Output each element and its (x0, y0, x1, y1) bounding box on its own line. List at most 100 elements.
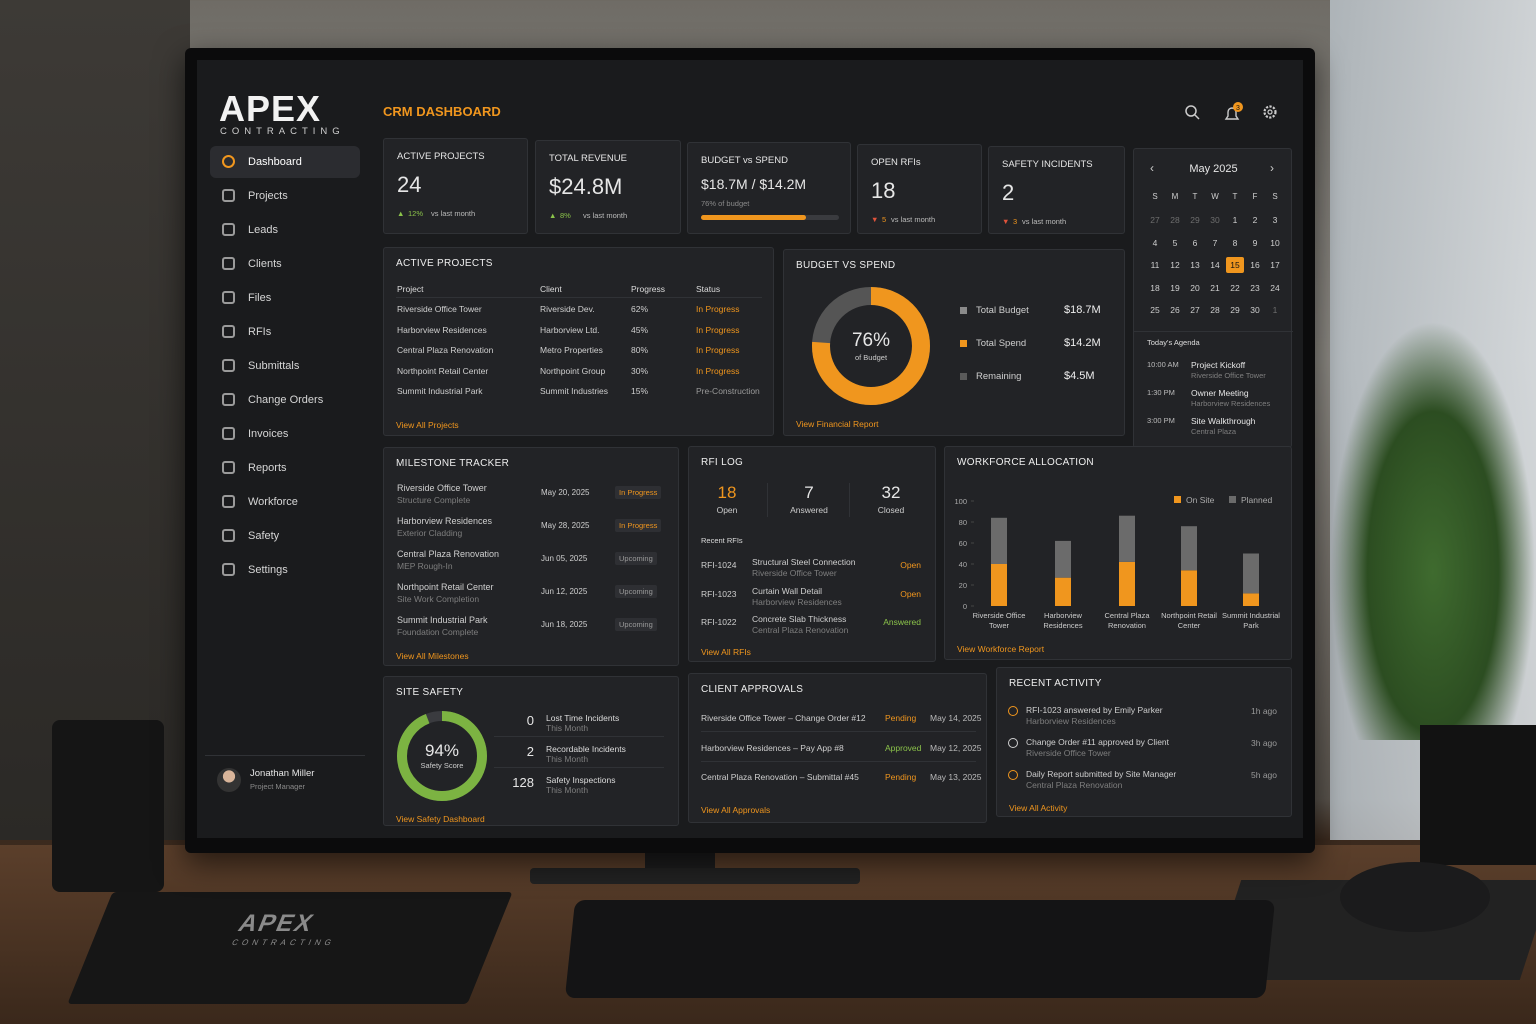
divider (396, 297, 762, 298)
nav-item[interactable]: Invoices (210, 418, 360, 450)
approval-date: May 14, 2025 (930, 713, 982, 723)
calendar-day[interactable]: 24 (1270, 282, 1280, 293)
nav-item[interactable]: Clients (210, 248, 360, 280)
link[interactable]: View Safety Dashboard (396, 814, 485, 824)
calendar-day[interactable]: 16 (1250, 260, 1260, 270)
calendar-day[interactable]: 15 (1226, 257, 1244, 273)
link[interactable]: View All Activity (1009, 803, 1068, 813)
nav-item[interactable]: Reports (210, 452, 360, 484)
nav-item[interactable]: Submittals (210, 350, 360, 382)
trend-arrow: ▲ (397, 209, 405, 218)
nav-item[interactable]: Projects (210, 180, 360, 212)
calendar-day[interactable]: 27 (1190, 305, 1200, 315)
table-cell: 62% (631, 304, 649, 314)
kpi-change: 3 (1013, 217, 1018, 226)
activity-time: 5h ago (1251, 770, 1277, 780)
calendar-day[interactable]: 25 (1150, 305, 1160, 315)
calendar-day[interactable]: 17 (1270, 260, 1280, 270)
toolbar: 3 (1185, 102, 1277, 120)
mouse (1340, 862, 1490, 932)
link[interactable]: View Workforce Report (957, 644, 1045, 654)
calendar-day[interactable]: 29 (1190, 215, 1200, 225)
calendar-day[interactable]: 26 (1170, 305, 1180, 315)
speaker (1420, 725, 1536, 865)
safety-period: This Month (546, 754, 589, 764)
calendar-day[interactable]: 11 (1150, 260, 1160, 270)
calendar-day[interactable]: 10 (1270, 237, 1280, 248)
approvals-panel: CLIENT APPROVALS View All Approvals Rive… (688, 673, 987, 823)
nav-item[interactable]: Dashboard (210, 146, 360, 178)
link[interactable]: View Financial Report (796, 419, 879, 429)
calendar-day[interactable]: 9 (1252, 237, 1258, 248)
nav-item[interactable]: Safety (210, 520, 360, 552)
calendar-day[interactable]: 6 (1192, 237, 1198, 248)
search-icon[interactable] (1185, 105, 1200, 120)
calendar-day[interactable]: 30 (1210, 215, 1220, 225)
calendar-day[interactable]: 4 (1152, 237, 1158, 248)
calendar-day[interactable]: 19 (1170, 282, 1180, 293)
budget-label: Remaining (976, 371, 1022, 382)
calendar-day[interactable]: 14 (1210, 260, 1220, 270)
bar-segment (1181, 526, 1197, 571)
activity-text: Daily Report submitted by Site Manager (1026, 769, 1177, 779)
panel-title: SITE SAFETY (396, 687, 464, 698)
settings-icon[interactable] (1263, 105, 1277, 119)
calendar-day[interactable]: 8 (1232, 237, 1238, 248)
calendar-day[interactable]: 29 (1230, 305, 1240, 315)
nav-icon (222, 563, 235, 576)
plant (1330, 320, 1536, 740)
calendar-day[interactable]: 20 (1190, 282, 1200, 293)
link[interactable]: View All Approvals (701, 805, 771, 815)
column-header: Status (696, 284, 721, 294)
calendar-day[interactable]: 1 (1232, 215, 1238, 225)
calendar-day[interactable]: 30 (1250, 305, 1260, 315)
monitor-neck (645, 852, 715, 872)
calendar-day[interactable]: 21 (1210, 282, 1220, 293)
calendar-day[interactable]: 3 (1272, 215, 1278, 225)
nav-item[interactable]: Leads (210, 214, 360, 246)
nav-item[interactable]: Files (210, 282, 360, 314)
calendar-day[interactable]: 28 (1210, 305, 1220, 315)
nav-icon (222, 393, 235, 406)
nav-item[interactable]: Workforce (210, 486, 360, 518)
nav-item[interactable]: Settings (210, 554, 360, 586)
calendar-day[interactable]: 2 (1252, 215, 1258, 225)
table-cell: In Progress (696, 345, 740, 356)
next-month[interactable]: › (1270, 161, 1274, 175)
nav-item[interactable]: RFIs (210, 316, 360, 348)
donut-caption: Safety Score (420, 761, 464, 770)
calendar-day[interactable]: 7 (1212, 237, 1218, 248)
link[interactable]: View All Projects (396, 420, 459, 430)
calendar-day[interactable]: 22 (1230, 282, 1240, 293)
calendar-day[interactable]: 23 (1250, 282, 1260, 293)
weekday: S (1272, 192, 1278, 201)
prev-month[interactable]: ‹ (1150, 161, 1154, 175)
nav-icon (222, 223, 235, 236)
calendar-day[interactable]: 12 (1170, 260, 1180, 270)
nav-icon (222, 325, 235, 338)
safety-panel: SITE SAFETY View Safety Dashboard 94% Saf… (383, 676, 679, 826)
calendar-day[interactable]: 5 (1172, 237, 1178, 248)
nav-item[interactable]: Change Orders (210, 384, 360, 416)
calendar-day[interactable]: 1 (1272, 305, 1278, 315)
link[interactable]: View All Milestones (396, 651, 469, 661)
calendar-day[interactable]: 27 (1150, 215, 1160, 225)
divider (701, 760, 976, 762)
calendar-day[interactable]: 28 (1170, 215, 1180, 225)
progress-track (701, 215, 839, 220)
link[interactable]: View All RFIs (701, 647, 751, 657)
status-pill: Upcoming (615, 618, 657, 631)
kpi-change: 8% (560, 211, 571, 220)
logo-sub: CONTRACTING (220, 126, 345, 137)
agenda-place: Harborview Residences (1191, 399, 1271, 408)
monitor: APEX CONTRACTING CRM DASHBOARD 3 Dashboa… (185, 48, 1315, 853)
kpi-card: BUDGET vs SPEND $18.7M / $14.2M 76% of bud… (687, 142, 851, 234)
bell-icon[interactable] (1224, 102, 1243, 120)
activity-project: Harborview Residences (1026, 716, 1116, 726)
calendar-day[interactable]: 13 (1190, 260, 1200, 270)
calendar-day[interactable]: 18 (1150, 282, 1160, 293)
legend-swatch (1174, 496, 1181, 503)
safety-label: Lost Time Incidents (546, 713, 620, 723)
approval-item: Riverside Office Tower – Change Order #1… (701, 713, 866, 723)
table-cell: 45% (631, 324, 649, 335)
